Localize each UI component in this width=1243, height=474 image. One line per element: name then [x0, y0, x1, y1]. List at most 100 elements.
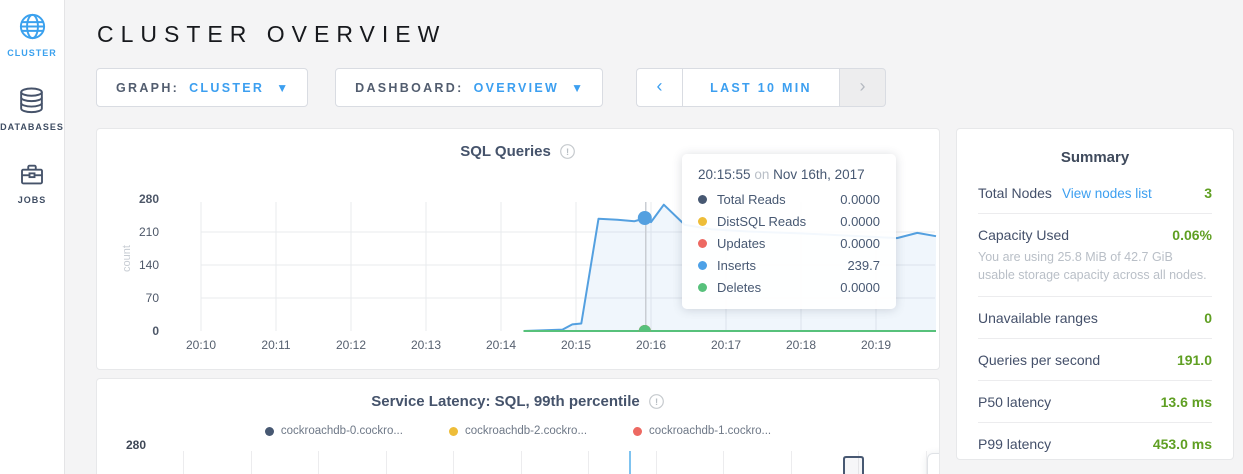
chart-hover-tooltip-partial — [927, 453, 939, 474]
service-latency-chart-card: Service Latency: SQL, 99th percentile ! … — [96, 378, 940, 474]
content-row: SQL Queries ! 0 70 140 210 280 20:10 20:11 20:1… — [96, 128, 1243, 474]
tooltip-series-value: 0.0000 — [840, 280, 880, 295]
chevron-left-icon: ‹ — [656, 76, 663, 96]
summary-label: P99 latency — [978, 436, 1052, 453]
database-icon — [20, 87, 44, 114]
summary-label: Total Nodes — [978, 185, 1052, 201]
summary-label: Capacity Used — [978, 227, 1070, 243]
svg-text:!: ! — [566, 147, 569, 157]
svg-text:140: 140 — [139, 258, 159, 272]
summary-value: 0.06% — [1172, 227, 1212, 243]
gridline — [723, 451, 724, 474]
gridline — [925, 451, 927, 474]
svg-text:20:18: 20:18 — [786, 338, 816, 352]
gridline — [250, 451, 252, 474]
chart-title: Service Latency: SQL, 99th percentile ! — [97, 393, 939, 410]
gridline — [790, 451, 792, 474]
svg-text:20:11: 20:11 — [261, 338, 290, 352]
svg-text:20:14: 20:14 — [486, 338, 516, 352]
series-dot-icon — [698, 217, 707, 226]
legend-item[interactable]: cockroachdb-2.cockro... — [448, 425, 588, 437]
summary-title: Summary — [1060, 149, 1130, 166]
info-icon[interactable]: ! — [648, 393, 665, 410]
gridline — [520, 451, 522, 474]
series-dot-icon — [264, 426, 274, 436]
info-icon[interactable]: ! — [559, 143, 576, 160]
page-title: CLUSTER OVERVIEW — [97, 21, 447, 47]
time-window-selector: ‹ LAST 10 MIN › — [636, 68, 886, 107]
summary-label: Queries per second — [978, 352, 1101, 369]
dashboard-dropdown-value: OVERVIEW — [473, 80, 560, 95]
summary-description: You are using 25.8 MiB of 42.7 GiB usabl… — [978, 250, 1207, 283]
summary-row: P99 latency 453.0 ms — [978, 423, 1212, 464]
svg-text:20:17: 20:17 — [711, 338, 741, 352]
gridline — [453, 451, 454, 474]
time-next-button[interactable]: › — [840, 68, 886, 107]
summary-row: Capacity Used 0.06% You are using 25.8 MiB… — [978, 214, 1212, 298]
svg-text:!: ! — [655, 397, 658, 407]
summary-label: P50 latency — [978, 394, 1052, 411]
summary-row: Unavailable ranges 0 — [978, 297, 1212, 340]
legend-item[interactable]: cockroachdb-0.cockro... — [264, 425, 403, 437]
summary-row: Queries per second 191.0 — [978, 339, 1212, 382]
summary-label: Unavailable ranges — [978, 310, 1098, 327]
svg-text:20:15: 20:15 — [561, 338, 591, 352]
tooltip-series-row: Deletes 0.0000 — [698, 280, 880, 295]
dashboard-dropdown-label: DASHBOARD: — [355, 80, 464, 95]
tooltip-series-row: Inserts 239.7 — [698, 258, 880, 273]
time-prev-button[interactable]: ‹ — [636, 68, 682, 107]
svg-text:0: 0 — [152, 324, 159, 338]
gridline — [385, 451, 387, 474]
series-dot-icon — [698, 283, 707, 292]
graph-dropdown-value: CLUSTER — [189, 80, 265, 95]
svg-text:20:10: 20:10 — [186, 338, 216, 352]
gridline — [655, 451, 657, 474]
summary-row: Total Nodes View nodes list 3 — [978, 172, 1212, 214]
summary-value: 3 — [1204, 185, 1212, 201]
tooltip-series-value: 0.0000 — [840, 192, 880, 207]
sidebar-item-databases[interactable]: DATABASES — [0, 85, 64, 132]
sidebar-item-jobs[interactable]: JOBS — [17, 159, 47, 205]
tooltip-series-value: 0.0000 — [840, 236, 880, 251]
tooltip-series-row: Total Reads 0.0000 — [698, 192, 880, 207]
main-content: CLUSTER OVERVIEW GRAPH: CLUSTER ▼ DASHBO… — [65, 0, 1243, 474]
latency-series-glimpse — [843, 456, 864, 474]
summary-value: 0 — [1204, 310, 1212, 327]
tooltip-series-name: Updates — [717, 236, 766, 251]
svg-text:20:19: 20:19 — [861, 338, 891, 352]
graph-dropdown[interactable]: GRAPH: CLUSTER ▼ — [96, 68, 309, 107]
legend-label: cockroachdb-0.cockro... — [280, 425, 403, 437]
globe-icon — [19, 13, 45, 40]
time-window-label[interactable]: LAST 10 MIN — [682, 68, 840, 107]
sidebar-item-cluster[interactable]: CLUSTER — [7, 11, 57, 58]
tooltip-series-row: Updates 0.0000 — [698, 236, 880, 251]
graph-dropdown-label: GRAPH: — [116, 80, 180, 95]
sidebar-item-label: CLUSTER — [7, 48, 57, 58]
dashboard-dropdown[interactable]: DASHBOARD: OVERVIEW ▼ — [335, 68, 603, 107]
tooltip-series-name: DistSQL Reads — [717, 214, 807, 229]
gridline — [858, 451, 859, 474]
controls-bar: GRAPH: CLUSTER ▼ DASHBOARD: OVERVIEW ▼ ‹… — [96, 68, 1243, 107]
series-dot-icon — [448, 426, 458, 436]
series-dot-icon — [698, 261, 707, 270]
legend-label: cockroachdb-2.cockro... — [464, 425, 588, 437]
sql-queries-chart-card: SQL Queries ! 0 70 140 210 280 20:10 20:11 20:1… — [96, 128, 940, 370]
series-dot-icon — [633, 426, 643, 436]
svg-text:20:16: 20:16 — [636, 338, 666, 352]
view-nodes-link[interactable]: View nodes list — [1061, 186, 1152, 201]
hover-line — [629, 451, 631, 474]
chart-legend: cockroachdb-0.cockro... cockroachdb-2.coc… — [97, 425, 939, 437]
series-dot-icon — [698, 239, 707, 248]
tooltip-series-name: Deletes — [717, 280, 762, 295]
legend-item[interactable]: cockroachdb-1.cockro... — [633, 425, 771, 437]
summary-row: P50 latency 13.6 ms — [978, 381, 1212, 424]
summary-value: 13.6 ms — [1160, 394, 1212, 411]
briefcase-icon — [21, 164, 43, 185]
chevron-right-icon: › — [859, 76, 866, 96]
series-dot-icon — [698, 195, 707, 204]
tooltip-series-row: DistSQL Reads 0.0000 — [698, 214, 880, 229]
legend-label: cockroachdb-1.cockro... — [649, 425, 772, 437]
chevron-down-icon: ▼ — [276, 80, 289, 95]
chevron-down-icon: ▼ — [571, 80, 583, 95]
